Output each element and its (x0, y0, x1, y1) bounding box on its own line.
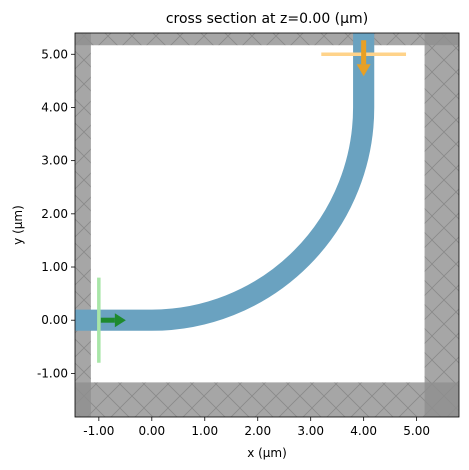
pml-corner-bottom-right (424, 382, 459, 417)
x-tick-label: 5.00 (403, 424, 430, 438)
y-axis-label: y (µm) (11, 205, 25, 245)
chart-title: cross section at z=0.00 (µm) (166, 11, 368, 27)
x-axis-ticks: -1.00 0.00 1.00 2.00 3.00 4.00 5.00 (83, 417, 430, 438)
plot-frame (74, 32, 460, 418)
pml-corner-top-left (75, 33, 91, 46)
waveguide-bend (75, 33, 375, 331)
x-axis-label: x (µm) (247, 446, 287, 460)
y-tick-label: 2.00 (41, 207, 68, 221)
y-tick-label: 1.00 (41, 260, 68, 274)
y-tick-label: -1.00 (37, 366, 68, 380)
x-tick-label: 3.00 (297, 424, 324, 438)
x-tick-label: -1.00 (83, 424, 114, 438)
plot-area (75, 33, 459, 417)
y-tick-label: 5.00 (41, 47, 68, 61)
x-tick-label: 0.00 (138, 424, 165, 438)
pml-corner-top-right (424, 33, 459, 46)
pml-corner-bottom-left (75, 382, 91, 417)
y-tick-label: 0.00 (41, 313, 68, 327)
monitor-direction-arrow-head (356, 64, 371, 77)
x-tick-label: 1.00 (191, 424, 218, 438)
x-tick-label: 4.00 (350, 424, 377, 438)
y-tick-label: 3.00 (41, 154, 68, 168)
x-tick-label: 2.00 (244, 424, 271, 438)
y-tick-label: 4.00 (41, 100, 68, 114)
plot-background (75, 33, 459, 417)
y-axis-ticks: -1.00 0.00 1.00 2.00 3.00 4.00 5.00 (37, 47, 75, 380)
source-direction-arrow-head (114, 313, 126, 328)
